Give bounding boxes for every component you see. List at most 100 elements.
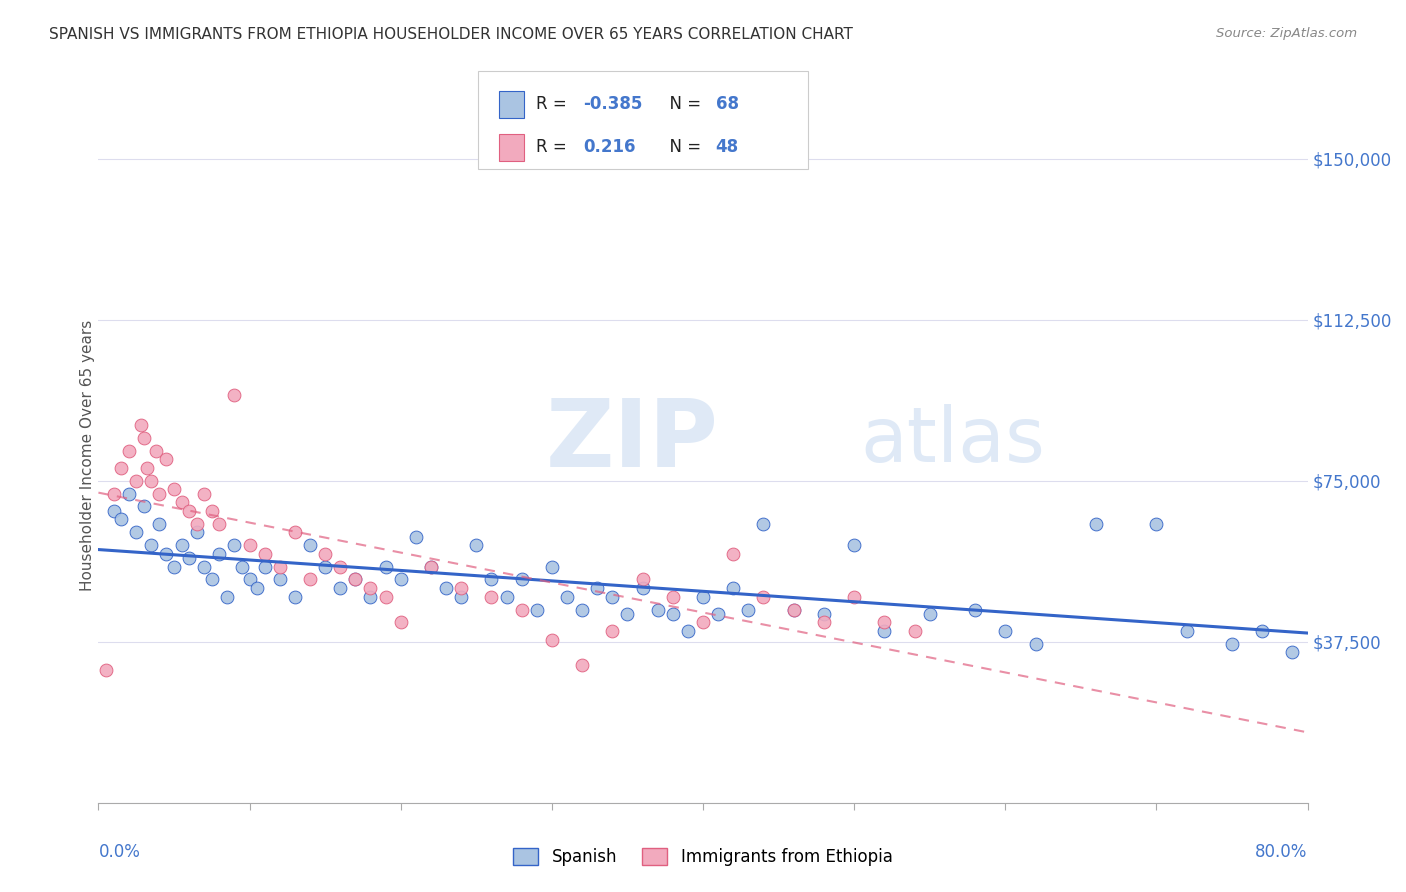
Point — [329, 559, 352, 574]
Point — [723, 547, 745, 561]
Point — [1024, 637, 1046, 651]
Point — [405, 529, 427, 543]
Point — [723, 581, 745, 595]
Point — [269, 573, 291, 587]
Point — [179, 551, 201, 566]
Point — [510, 573, 533, 587]
Point — [246, 581, 269, 595]
Point — [481, 590, 503, 604]
Point — [873, 615, 896, 630]
Point — [904, 624, 927, 638]
Point — [782, 602, 804, 616]
Point — [186, 525, 208, 540]
Point — [752, 590, 775, 604]
Point — [253, 559, 276, 574]
Point — [994, 624, 1017, 638]
Point — [813, 615, 835, 630]
Point — [208, 547, 231, 561]
Point — [103, 504, 125, 518]
Point — [125, 525, 148, 540]
Point — [110, 512, 132, 526]
Point — [1220, 637, 1243, 651]
Point — [253, 547, 276, 561]
Point — [145, 443, 167, 458]
Point — [692, 615, 714, 630]
Point — [170, 495, 193, 509]
Point — [631, 581, 654, 595]
Text: Source: ZipAtlas.com: Source: ZipAtlas.com — [1216, 27, 1357, 40]
Point — [94, 663, 117, 677]
Point — [1144, 516, 1167, 531]
Point — [647, 602, 669, 616]
Point — [360, 590, 382, 604]
Text: 48: 48 — [716, 138, 738, 156]
Point — [616, 607, 638, 621]
Point — [193, 559, 215, 574]
Point — [360, 581, 382, 595]
Point — [844, 538, 866, 552]
Point — [118, 443, 141, 458]
Point — [269, 559, 291, 574]
Point — [299, 538, 322, 552]
Point — [586, 581, 609, 595]
Point — [631, 573, 654, 587]
Point — [782, 602, 804, 616]
Point — [163, 483, 186, 497]
Text: R =: R = — [536, 95, 572, 113]
Point — [170, 538, 193, 552]
Point — [314, 559, 336, 574]
Point — [707, 607, 730, 621]
Point — [450, 581, 472, 595]
Text: SPANISH VS IMMIGRANTS FROM ETHIOPIA HOUSEHOLDER INCOME OVER 65 YEARS CORRELATION: SPANISH VS IMMIGRANTS FROM ETHIOPIA HOUS… — [49, 27, 853, 42]
Text: 0.216: 0.216 — [583, 138, 636, 156]
Point — [481, 573, 503, 587]
Point — [571, 658, 593, 673]
Text: 80.0%: 80.0% — [1256, 843, 1308, 861]
Legend: Spanish, Immigrants from Ethiopia: Spanish, Immigrants from Ethiopia — [505, 839, 901, 874]
Text: N =: N = — [659, 95, 707, 113]
Point — [1281, 645, 1303, 659]
Text: 0.0%: 0.0% — [98, 843, 141, 861]
Point — [344, 573, 367, 587]
Point — [692, 590, 714, 604]
Point — [284, 590, 307, 604]
Point — [526, 602, 548, 616]
Point — [103, 486, 125, 500]
Point — [135, 460, 157, 475]
Point — [231, 559, 253, 574]
Point — [540, 632, 562, 647]
Point — [299, 573, 322, 587]
Text: 68: 68 — [716, 95, 738, 113]
Point — [813, 607, 835, 621]
Point — [420, 559, 443, 574]
Point — [148, 516, 170, 531]
Point — [602, 624, 624, 638]
Point — [1251, 624, 1274, 638]
Point — [918, 607, 941, 621]
Point — [873, 624, 896, 638]
Point — [420, 559, 443, 574]
Point — [186, 516, 208, 531]
Text: R =: R = — [536, 138, 572, 156]
Point — [329, 581, 352, 595]
Point — [129, 417, 152, 432]
Point — [844, 590, 866, 604]
Point — [148, 486, 170, 500]
Point — [141, 538, 163, 552]
Point — [284, 525, 307, 540]
Point — [110, 460, 132, 475]
Point — [571, 602, 593, 616]
Point — [224, 538, 246, 552]
Point — [141, 474, 163, 488]
Point — [510, 602, 533, 616]
Point — [737, 602, 759, 616]
Point — [314, 547, 336, 561]
Point — [465, 538, 488, 552]
Point — [752, 516, 775, 531]
Text: ZIP: ZIP — [546, 395, 718, 487]
Text: -0.385: -0.385 — [583, 95, 643, 113]
Text: N =: N = — [659, 138, 707, 156]
Point — [1085, 516, 1108, 531]
Point — [224, 388, 246, 402]
Point — [965, 602, 987, 616]
